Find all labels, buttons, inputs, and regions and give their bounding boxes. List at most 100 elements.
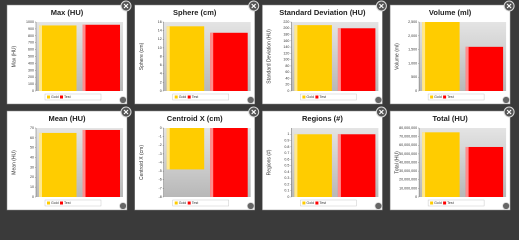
legend-swatch [430,95,434,99]
legend-swatch [315,95,319,99]
legend-swatch [47,95,50,99]
legend-label: Test [64,201,71,205]
y-tick-label: 20 [285,83,289,87]
legend-swatch [315,201,319,205]
bar [422,132,460,197]
y-tick-label: 1,500 [408,48,417,52]
y-tick-label: 0.2 [284,182,289,186]
y-tick-label: 12 [158,37,162,41]
y-tick-label: 180 [283,32,289,36]
bar [337,28,376,91]
bar-highlight [39,132,42,197]
y-tick-label: -2 [158,143,161,147]
y-tick-label: 160 [283,39,289,43]
chart-panel: Total (HU) Total (HU) 0 10,000,000 20,000,00… [389,106,515,211]
legend: Gold Test [172,93,229,101]
bar [82,24,120,91]
bar [337,134,376,197]
y-tick-label: 0 [287,89,289,93]
y-tick-label: 1 [287,132,289,136]
bar [166,128,205,170]
legend-swatch [60,95,63,99]
bar [210,32,248,91]
y-tick-label: 200 [28,75,34,79]
y-tick-label: -5 [158,169,161,173]
y-tick-label: -6 [158,178,161,182]
bar [39,25,77,92]
y-tick-label: 0 [32,89,34,93]
resize-button[interactable] [119,202,127,210]
legend-label: Gold [306,95,314,99]
legend-swatch [174,95,178,99]
resize-button[interactable] [502,202,511,210]
y-axis-label: Volume (ml) [394,43,400,70]
chart-panel: Sphere (cm) Sphere (cm) 0 2 4 6 8 10 12 14 16 Gold T… [134,0,260,105]
y-axis-label: Regions (#) [267,149,273,175]
y-tick-label: 14 [158,29,162,33]
bar [82,129,120,197]
legend: Gold Test [44,199,102,207]
y-axis-label: Mean (HU) [11,150,17,175]
chart-title: Standard Deviation (HU) [279,8,366,17]
y-tick-label: 100 [28,82,34,86]
bar-highlight [337,28,341,91]
close-icon [251,109,257,115]
legend-swatch [187,201,191,205]
legend-box [44,199,102,207]
close-icon [251,3,257,9]
legend-label: Test [447,201,454,205]
y-tick-label: 10 [30,185,34,189]
bar-highlight [39,25,42,92]
resize-button[interactable] [246,96,255,104]
legend-swatch [430,201,434,205]
resize-button[interactable] [374,202,383,210]
legend-swatch [174,201,178,205]
legend-label: Test [447,95,454,99]
bar-highlight [166,26,170,91]
y-tick-label: 60 [285,70,289,74]
y-axis-label: Standard Deviation (HU) [267,29,273,84]
resize-button[interactable] [374,96,383,104]
chart-panel: Regions (#) Regions (#) 0 0.1 0.2 0.3 0.4 0.5 0.… [262,106,387,211]
chart-panel: Volume (ml) Volume (ml) 0 500 1,000 1,500 2,00… [389,0,515,105]
y-tick-label: 0.5 [284,164,289,168]
y-tick-label: 0.9 [284,138,289,142]
chart-title: Max (HU) [51,8,84,17]
close-icon [379,3,384,9]
legend: Gold Test [300,93,357,101]
y-tick-label: 1,000 [408,61,417,65]
chart-panel: Centroid X (cm) Centroid X (cm) -8 -7 -6 -5 -4… [134,106,260,211]
y-tick-label: 2,500 [408,20,417,24]
y-tick-label: 20 [30,175,34,179]
y-tick-label: 900 [28,27,34,31]
chart-panel: Max (HU) Max (HU) 0 100 200 300 400 500 600 700 80… [6,0,132,105]
resize-button[interactable] [119,96,127,104]
bar [166,26,205,91]
y-tick-label: 40,000,000 [399,160,417,164]
legend-swatch [60,201,63,205]
y-tick-label: 300 [28,68,34,72]
legend-box [44,93,102,101]
y-tick-label: 0.7 [284,151,289,155]
chart-title: Sphere (cm) [173,8,217,17]
bar-highlight [210,128,214,197]
y-tick-label: 0 [32,195,34,199]
bar [422,22,460,91]
y-tick-label: 0.8 [284,145,289,149]
resize-button[interactable] [246,202,255,210]
y-tick-label: 400 [28,61,34,65]
close-icon [123,3,129,9]
resize-button[interactable] [502,96,511,104]
bar-highlight [294,134,298,197]
y-tick-label: 70 [30,126,34,130]
y-tick-label: 200 [283,26,289,30]
y-tick-label: -8 [158,195,161,199]
chart-title: Total (HU) [432,114,468,123]
bar-highlight [166,128,170,170]
dashboard: Max (HU)Max (HU)010020030040050060070080… [6,0,515,211]
chart-title: Regions (#) [302,114,343,123]
legend: Gold Test [172,199,229,207]
close-icon [506,3,512,9]
bar-highlight [210,32,214,91]
legend-label: Gold [51,201,59,205]
